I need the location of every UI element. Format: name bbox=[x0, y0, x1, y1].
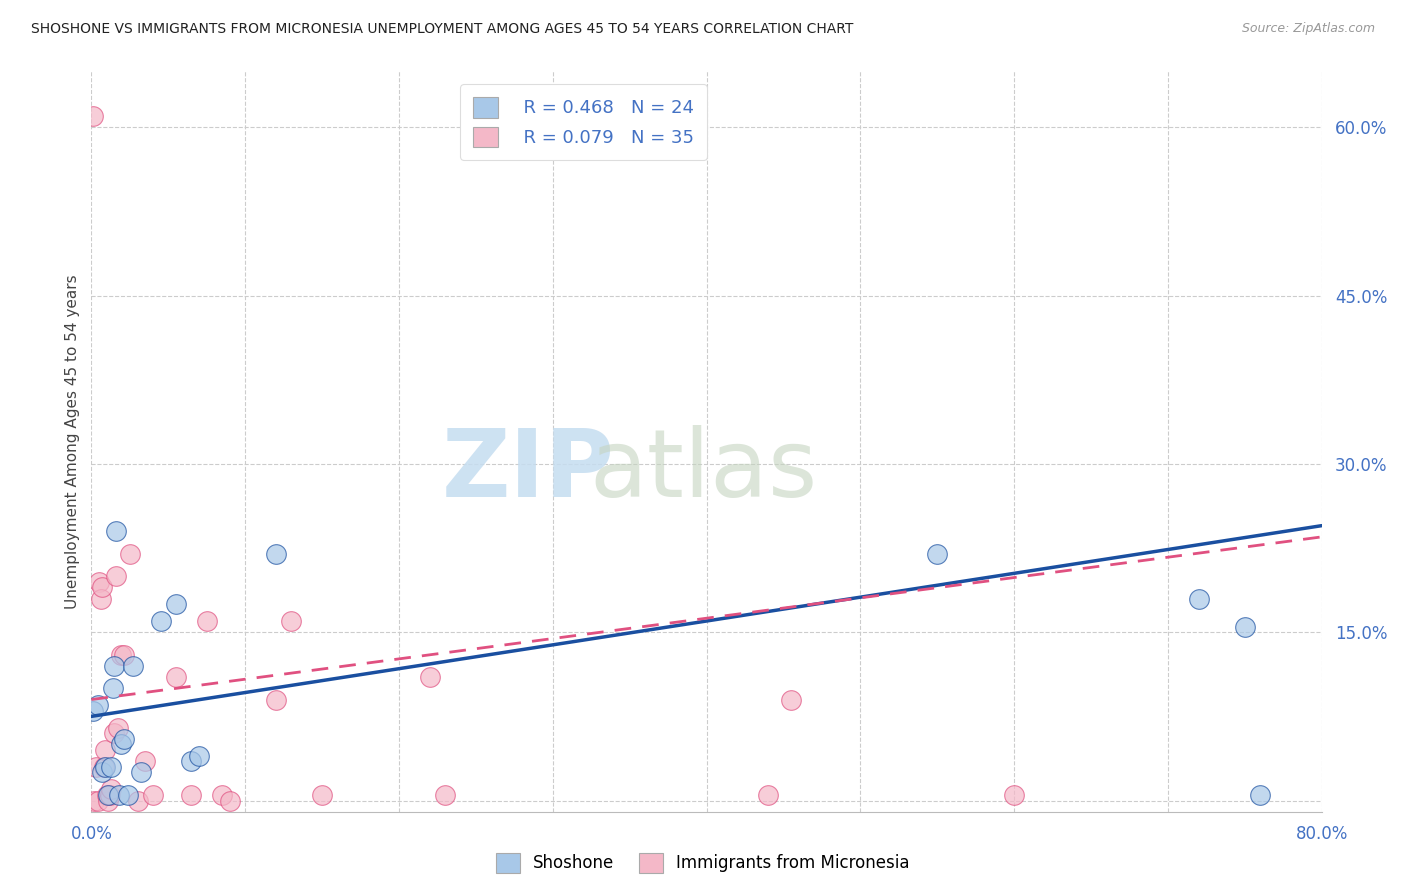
Point bbox=[419, 670, 441, 684]
Point bbox=[188, 748, 211, 763]
Point bbox=[129, 765, 152, 780]
Text: ZIP: ZIP bbox=[441, 425, 614, 517]
Point bbox=[180, 788, 202, 802]
Point bbox=[83, 793, 105, 807]
Point bbox=[434, 788, 457, 802]
Point bbox=[780, 692, 803, 706]
Point bbox=[122, 659, 145, 673]
Point bbox=[112, 731, 135, 746]
Point bbox=[87, 574, 110, 589]
Text: Source: ZipAtlas.com: Source: ZipAtlas.com bbox=[1241, 22, 1375, 36]
Point bbox=[107, 721, 129, 735]
Point bbox=[211, 788, 233, 802]
Point bbox=[100, 782, 122, 797]
Point bbox=[195, 614, 218, 628]
Point bbox=[110, 648, 132, 662]
Point bbox=[110, 738, 132, 752]
Point bbox=[311, 788, 333, 802]
Point bbox=[82, 109, 104, 123]
Point bbox=[94, 743, 117, 757]
Text: atlas: atlas bbox=[589, 425, 817, 517]
Point bbox=[97, 788, 120, 802]
Point bbox=[264, 692, 287, 706]
Point bbox=[756, 788, 779, 802]
Point bbox=[101, 681, 124, 696]
Legend:   R = 0.468   N = 24,   R = 0.079   N = 35: R = 0.468 N = 24, R = 0.079 N = 35 bbox=[460, 84, 707, 160]
Point bbox=[108, 788, 131, 802]
Point bbox=[90, 591, 112, 606]
Legend: Shoshone, Immigrants from Micronesia: Shoshone, Immigrants from Micronesia bbox=[489, 847, 917, 880]
Text: SHOSHONE VS IMMIGRANTS FROM MICRONESIA UNEMPLOYMENT AMONG AGES 45 TO 54 YEARS CO: SHOSHONE VS IMMIGRANTS FROM MICRONESIA U… bbox=[31, 22, 853, 37]
Point bbox=[134, 754, 156, 768]
Point bbox=[98, 788, 121, 802]
Point bbox=[86, 698, 108, 713]
Point bbox=[1233, 619, 1256, 633]
Point bbox=[165, 597, 187, 611]
Point bbox=[96, 788, 118, 802]
Point bbox=[91, 580, 114, 594]
Point bbox=[180, 754, 202, 768]
Point bbox=[103, 726, 125, 740]
Point bbox=[1002, 788, 1025, 802]
Point bbox=[105, 524, 127, 539]
Point bbox=[927, 547, 949, 561]
Point bbox=[142, 788, 165, 802]
Point bbox=[97, 793, 120, 807]
Point bbox=[149, 614, 172, 628]
Point bbox=[264, 547, 287, 561]
Point bbox=[1187, 591, 1209, 606]
Point bbox=[1249, 788, 1271, 802]
Point bbox=[91, 765, 114, 780]
Point bbox=[127, 793, 149, 807]
Point bbox=[82, 704, 104, 718]
Point bbox=[103, 659, 125, 673]
Point bbox=[100, 760, 122, 774]
Point bbox=[84, 760, 107, 774]
Point bbox=[94, 760, 117, 774]
Point bbox=[86, 793, 108, 807]
Point bbox=[93, 760, 115, 774]
Point bbox=[280, 614, 302, 628]
Y-axis label: Unemployment Among Ages 45 to 54 years: Unemployment Among Ages 45 to 54 years bbox=[65, 274, 80, 609]
Point bbox=[118, 547, 141, 561]
Point bbox=[117, 788, 139, 802]
Point bbox=[218, 793, 240, 807]
Point bbox=[105, 569, 127, 583]
Point bbox=[112, 648, 135, 662]
Point bbox=[165, 670, 187, 684]
